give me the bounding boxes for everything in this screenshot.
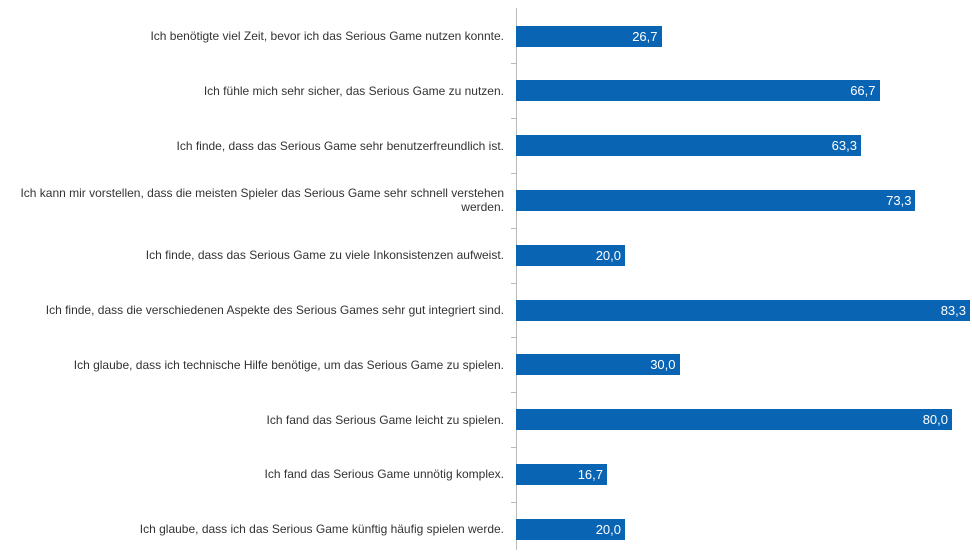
bar: 16,7 bbox=[516, 463, 608, 485]
axis-tick bbox=[511, 118, 516, 120]
bar: 66,7 bbox=[516, 80, 880, 102]
bar: 20,0 bbox=[516, 518, 625, 540]
category-label: Ich fand das Serious Game unnötig komple… bbox=[264, 467, 504, 482]
category-label: Ich glaube, dass ich technische Hilfe be… bbox=[73, 357, 504, 372]
value-label: 66,7 bbox=[850, 83, 876, 99]
bar: 30,0 bbox=[516, 354, 680, 376]
category-label: Ich fand das Serious Game leicht zu spie… bbox=[266, 412, 504, 427]
bar: 80,0 bbox=[516, 409, 952, 431]
bar: 26,7 bbox=[516, 25, 662, 47]
value-label: 26,7 bbox=[632, 28, 658, 44]
axis-tick bbox=[511, 392, 516, 394]
value-label: 73,3 bbox=[886, 192, 912, 208]
bar: 73,3 bbox=[516, 189, 916, 211]
bar: 63,3 bbox=[516, 135, 861, 157]
value-label: 16,7 bbox=[577, 466, 604, 482]
category-label: Ich finde, dass das Serious Game sehr be… bbox=[176, 138, 504, 153]
bar: 20,0 bbox=[516, 244, 625, 266]
category-label: Ich glaube, dass ich das Serious Game kü… bbox=[139, 522, 504, 537]
category-label: Ich finde, dass die verschiedenen Aspekt… bbox=[45, 303, 504, 317]
value-label: 30,0 bbox=[650, 357, 676, 373]
axis-tick bbox=[511, 501, 516, 503]
value-label: 83,3 bbox=[940, 302, 966, 318]
category-label: Ich kann mir vorstellen, dass die meiste… bbox=[20, 186, 504, 215]
value-label: 20,0 bbox=[595, 247, 621, 263]
axis-tick bbox=[511, 447, 516, 448]
value-label: 63,3 bbox=[831, 138, 857, 154]
category-label: Ich benötigte viel Zeit, bevor ich das S… bbox=[150, 29, 504, 43]
axis-tick bbox=[511, 63, 516, 65]
category-label: Ich fühle mich sehr sicher, das Serious … bbox=[203, 83, 504, 98]
value-label: 80,0 bbox=[922, 412, 948, 428]
bar: 83,3 bbox=[516, 299, 970, 321]
category-label: Ich finde, dass das Serious Game zu viel… bbox=[145, 248, 504, 263]
value-label: 20,0 bbox=[595, 521, 621, 537]
axis-tick bbox=[511, 173, 516, 174]
axis-tick bbox=[511, 337, 516, 339]
axis-tick bbox=[511, 227, 516, 229]
category-axis bbox=[516, 8, 517, 550]
axis-tick bbox=[511, 282, 516, 284]
